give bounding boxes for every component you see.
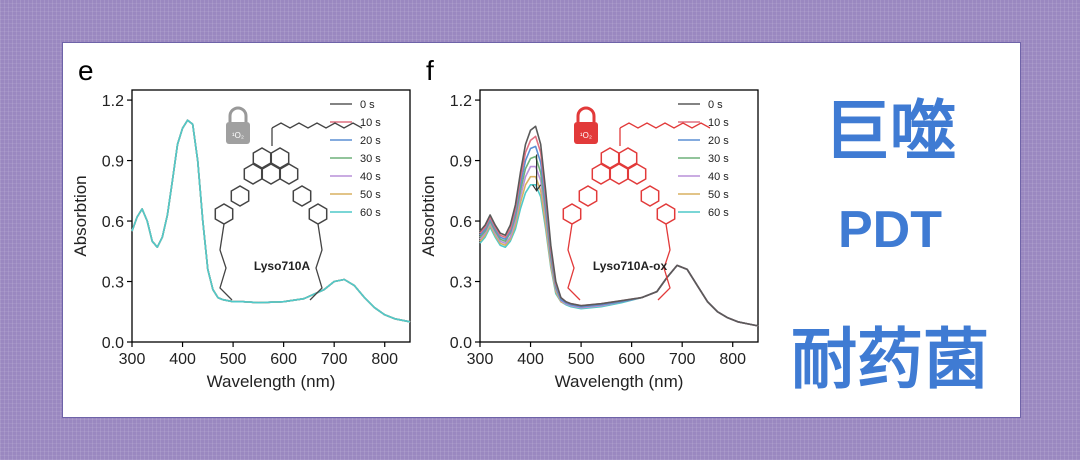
y-tick-label: 1.2	[102, 93, 124, 110]
legend-label: 40 s	[708, 171, 729, 183]
legend-label: 30 s	[708, 153, 729, 165]
ring	[261, 163, 281, 185]
x-tick-label: 700	[321, 351, 348, 368]
legend-label: 50 s	[708, 189, 729, 201]
legend-label: 60 s	[708, 207, 729, 219]
series-line-0s	[479, 125, 759, 327]
side-title-pdt: PDT	[838, 201, 942, 259]
singlet-oxygen-label: ¹O₂	[232, 131, 244, 140]
molecule-label: Lyso710A-ox	[593, 259, 668, 273]
y-tick-label: 1.2	[450, 93, 472, 110]
ring	[279, 163, 299, 185]
legend-label: 20 s	[708, 135, 729, 147]
singlet-oxygen-label: ¹O₂	[580, 131, 592, 140]
ring	[292, 185, 312, 207]
ring	[230, 185, 250, 207]
x-tick-label: 500	[220, 351, 247, 368]
ring	[578, 185, 598, 207]
chart-panel-e: e 300 400 500 600 700 800 0.0 0.3 0.6 0.9 1.2 Wavele…	[70, 58, 415, 393]
x-tick-label: 500	[568, 351, 595, 368]
x-tick-label: 300	[467, 351, 494, 368]
chart-panel-f: f 300 400 500 600 700 800 0.0 0.3 0.6 0.9 1.2 Wavele…	[418, 58, 763, 393]
side-arm-right	[657, 223, 671, 301]
ring	[618, 147, 638, 169]
y-tick-label: 0.0	[450, 335, 472, 352]
x-axis-label: Wavelength (nm)	[555, 372, 684, 391]
chart-e-svg: e 300 400 500 600 700 800 0.0 0.3 0.6 0.9 1.2 Wavele…	[71, 58, 411, 391]
x-tick-label: 700	[669, 351, 696, 368]
y-tick-label: 0.6	[102, 214, 124, 231]
ring	[270, 147, 290, 169]
x-tick-label: 400	[517, 351, 544, 368]
series-line-60s	[131, 119, 411, 323]
ring	[308, 203, 328, 225]
series-line-10s	[131, 119, 411, 323]
ring	[627, 163, 647, 185]
legend-label: 40 s	[360, 171, 381, 183]
y-tick-label: 0.3	[102, 275, 124, 292]
molecule-structure: ¹O₂	[214, 106, 363, 301]
legend-label: 50 s	[360, 189, 381, 201]
molecule-label: Lyso710A	[254, 259, 311, 273]
y-tick-label: 0.9	[102, 154, 124, 171]
panel-letter-f: f	[426, 58, 434, 86]
x-axis-label: Wavelength (nm)	[207, 372, 336, 391]
decrease-arrow-head	[532, 184, 542, 192]
legend-label: 60 s	[360, 207, 381, 219]
x-tick-label: 600	[270, 351, 297, 368]
plot-frame	[131, 89, 411, 343]
x-tick-label: 600	[618, 351, 645, 368]
legend-label: 10 s	[708, 117, 729, 129]
y-tick-label: 0.0	[102, 335, 124, 352]
legend-label: 30 s	[360, 153, 381, 165]
ring	[243, 163, 263, 185]
ring	[562, 203, 582, 225]
y-tick-label: 0.6	[450, 214, 472, 231]
ring	[656, 203, 676, 225]
legend-label: 0 s	[360, 99, 375, 111]
side-arm-left	[219, 223, 233, 301]
figure-card	[62, 42, 1021, 418]
side-title-macrophage: 巨噬	[824, 93, 956, 170]
x-tick-label: 300	[119, 351, 146, 368]
x-tick-label: 800	[371, 351, 398, 368]
series-line-50s	[131, 119, 411, 323]
alkyl-chain	[619, 122, 711, 129]
side-arm-right	[309, 223, 323, 301]
lock-shackle	[576, 106, 596, 122]
x-tick-label: 800	[719, 351, 746, 368]
series-line-30s	[131, 119, 411, 323]
y-tick-label: 0.9	[450, 154, 472, 171]
series-line-40s	[131, 119, 411, 323]
alkyl-chain	[271, 122, 363, 129]
legend-label: 0 s	[708, 99, 723, 111]
series-line-60s	[479, 184, 759, 327]
legend-label: 10 s	[360, 117, 381, 129]
series-line-0s	[131, 119, 411, 323]
series-line-20s	[131, 119, 411, 323]
side-title-resistant-bacteria: 耐药菌	[791, 321, 989, 398]
lock-shackle	[228, 106, 248, 122]
ring	[591, 163, 611, 185]
molecule-structure: ¹O₂	[562, 106, 711, 301]
lock-icon	[574, 122, 598, 144]
legend-label: 20 s	[360, 135, 381, 147]
y-axis-label: Absorbtion	[71, 175, 90, 256]
ring	[214, 203, 234, 225]
y-tick-label: 0.3	[450, 275, 472, 292]
chart-f-svg: f 300 400 500 600 700 800 0.0 0.3 0.6 0.9 1.2 Wavele…	[419, 58, 759, 391]
side-arm-left	[567, 223, 581, 301]
panel-letter-e: e	[78, 58, 94, 86]
plot-frame	[479, 89, 759, 343]
lock-icon	[226, 122, 250, 144]
ring	[609, 163, 629, 185]
x-tick-label: 400	[169, 351, 196, 368]
ring	[640, 185, 660, 207]
y-axis-label: Absorbtion	[419, 175, 438, 256]
